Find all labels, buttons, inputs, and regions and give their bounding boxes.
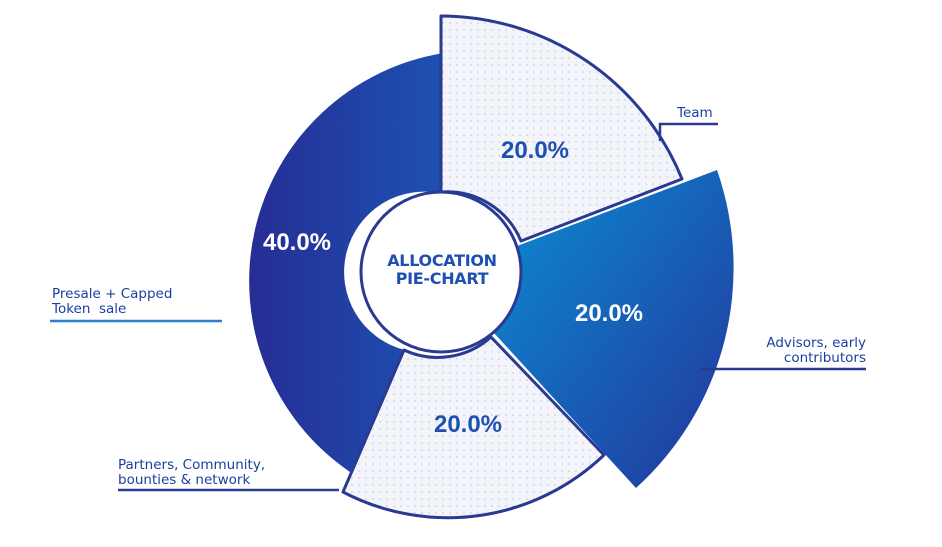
legend-label-partners-line-2: bounties & network (118, 472, 251, 488)
legend-label-advisors: Advisors, early contributors (700, 336, 866, 366)
legend-label-team: Team (677, 105, 713, 121)
legend-label-advisors-line-1: Advisors, early (766, 335, 866, 351)
slice-advisors (494, 170, 734, 488)
legend-label-partners-line-1: Partners, Community, (118, 457, 266, 473)
legend-label-presale-line-1: Presale + Capped (52, 286, 173, 302)
value-label-presale: 40.0% (263, 229, 331, 256)
slice-partners (341, 335, 606, 520)
chart-title-line-2: PIE-CHART (395, 269, 489, 288)
center-circle (359, 190, 523, 354)
chart-title-line-1: ALLOCATION (387, 251, 497, 270)
value-label-partners: 20.0% (434, 411, 502, 438)
legend-label-presale-line-2: Token sale (52, 301, 127, 317)
legend-label-presale: Presale + Capped Token sale (52, 287, 172, 317)
value-label-team: 20.0% (501, 137, 569, 164)
legend-label-advisors-line-2: contributors (783, 350, 866, 366)
chart-title: ALLOCATION PIE-CHART (362, 252, 522, 288)
legend-label-partners: Partners, Community, bounties & network (118, 458, 265, 488)
value-label-advisors: 20.0% (575, 300, 643, 327)
leader-line-team (658, 122, 718, 141)
